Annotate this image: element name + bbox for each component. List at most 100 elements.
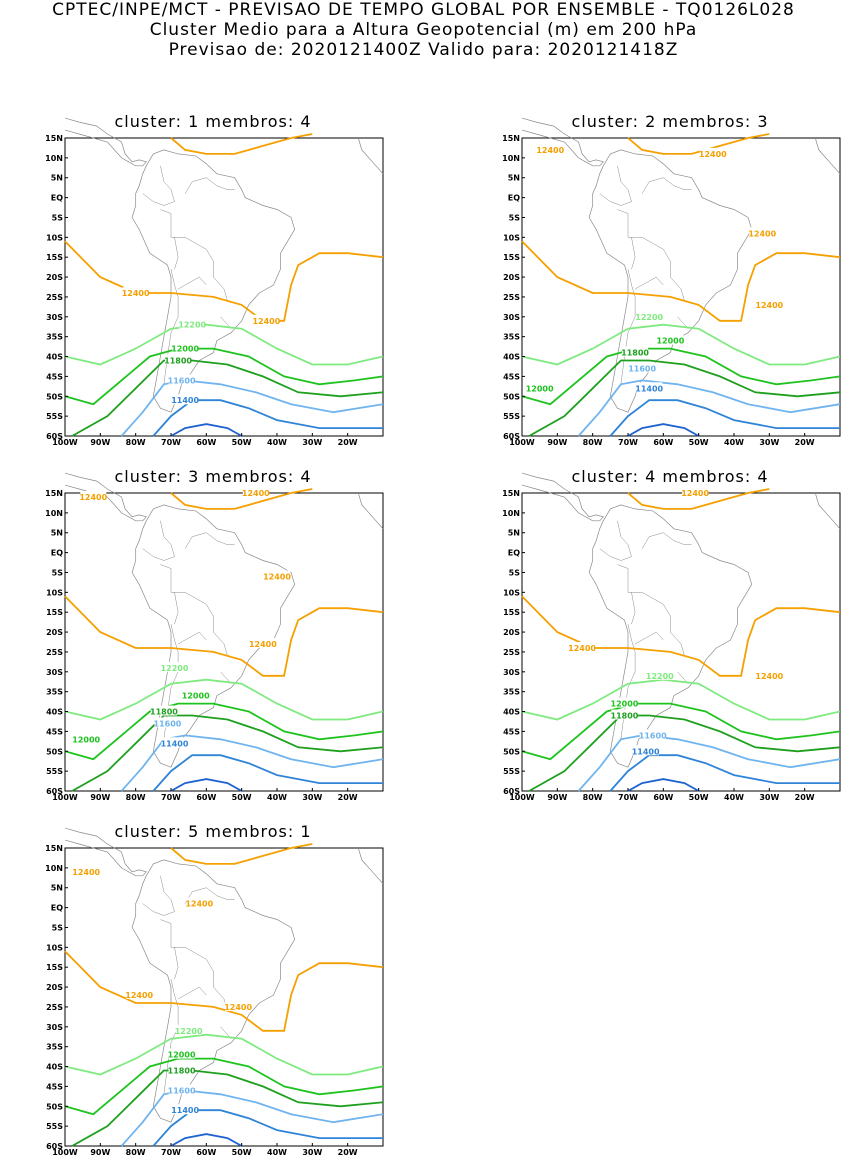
lat-tick-label: 5S <box>509 213 521 222</box>
contour-label: 12400 <box>568 644 596 653</box>
contour-11800 <box>72 1071 383 1147</box>
lat-tick-label: 10S <box>46 943 63 952</box>
contour-label: 12200 <box>646 672 674 681</box>
contour-layer <box>65 844 383 1146</box>
lat-tick-label: 30S <box>46 668 63 677</box>
lon-tick-label: 50W <box>232 438 252 447</box>
lat-tick-label: 20S <box>503 628 520 637</box>
lat-tick-label: 45S <box>503 727 520 736</box>
contour-12400 <box>65 596 383 676</box>
contour-label: 11600 <box>639 731 667 740</box>
lon-tick-label: 90W <box>547 438 567 447</box>
contour-label: 11400 <box>171 396 199 405</box>
contour-label: 12000 <box>72 735 100 744</box>
lon-tick-label: 30W <box>759 438 779 447</box>
contour-12200 <box>65 680 383 720</box>
contour-label: 12400 <box>79 493 107 502</box>
lat-tick-label: 40S <box>46 1063 63 1072</box>
lat-tick-label: 20S <box>46 628 63 637</box>
map-frame <box>65 493 383 791</box>
contour-label: 12400 <box>263 572 291 581</box>
lat-tick-label: 25S <box>503 648 520 657</box>
lon-tick-label: 20W <box>795 438 815 447</box>
contour-label: 12400 <box>125 991 153 1000</box>
lon-tick-label: 70W <box>161 793 181 802</box>
lat-tick-label: 5N <box>508 529 520 538</box>
map-frame <box>65 138 383 436</box>
contour-label: 12400 <box>755 672 783 681</box>
lat-tick-label: 40S <box>503 708 520 717</box>
lon-tick-label: 80W <box>126 1148 146 1157</box>
contour-11400 <box>610 400 840 436</box>
lat-tick-label: 15N <box>45 489 63 498</box>
contour-label: 12400 <box>249 640 277 649</box>
country-border <box>175 237 179 269</box>
map-plot: 15N10N5NEQ5S10S15S20S25S30S35S40S45S50S5… <box>43 490 383 790</box>
africa-coast <box>358 138 383 174</box>
africa-coast <box>815 493 840 529</box>
lon-tick-label: 20W <box>338 1148 358 1157</box>
country-border <box>632 237 636 269</box>
panel-title: cluster: 4 membros: 4 <box>500 467 840 486</box>
contour-label: 12000 <box>611 700 639 709</box>
country-border <box>143 166 175 206</box>
country-border <box>642 178 692 194</box>
contour-label: 12200 <box>175 1027 203 1036</box>
contour-layer <box>522 134 840 436</box>
lon-tick-label: 20W <box>338 438 358 447</box>
contour-12200 <box>65 1035 383 1075</box>
contour-label: 11400 <box>632 747 660 756</box>
lat-tick-label: 20S <box>46 273 63 282</box>
contour-11800 <box>529 361 840 437</box>
lon-tick-label: 90W <box>90 1148 110 1157</box>
lon-tick-label: 80W <box>583 438 603 447</box>
contour-label: 11800 <box>150 708 178 717</box>
contour-12400 <box>65 241 383 320</box>
contour-label: 11600 <box>168 1086 196 1095</box>
header-line-2: Cluster Medio para a Altura Geopotencial… <box>0 20 847 40</box>
contour-label: 11400 <box>171 1106 199 1115</box>
lat-tick-label: 20S <box>46 983 63 992</box>
map-frame <box>522 138 840 436</box>
contour-label: 12400 <box>536 146 564 155</box>
map-plot: 15N10N5NEQ5S10S15S20S25S30S35S40S45S50S5… <box>43 135 383 435</box>
south-america-coast <box>132 860 295 1122</box>
contour-11800 <box>529 716 840 792</box>
contour-label: 11400 <box>635 384 663 393</box>
contour-label: 11400 <box>161 739 189 748</box>
lon-tick-label: 90W <box>90 438 110 447</box>
lon-tick-label: 80W <box>583 793 603 802</box>
lon-tick-label: 100W <box>52 793 78 802</box>
lat-tick-label: 5S <box>52 213 64 222</box>
lat-tick-label: EQ <box>508 549 520 558</box>
contour-12400 <box>171 844 312 864</box>
contour-12200 <box>522 680 840 720</box>
lon-tick-label: 40W <box>267 793 287 802</box>
contour-label: 12200 <box>178 321 206 330</box>
lat-tick-label: 10N <box>45 154 63 163</box>
contour-label: 12400 <box>224 1003 252 1012</box>
lon-tick-label: 70W <box>618 793 638 802</box>
contour-12400 <box>522 241 840 320</box>
contour-11800 <box>72 361 383 437</box>
lon-tick-label: 30W <box>302 793 322 802</box>
lat-tick-label: 10N <box>45 864 63 873</box>
coastline-layer <box>65 118 383 412</box>
lat-tick-label: 10S <box>503 233 520 242</box>
lat-tick-label: 25S <box>503 293 520 302</box>
map-plot: 15N10N5NEQ5S10S15S20S25S30S35S40S45S50S5… <box>43 845 383 1145</box>
lat-tick-label: EQ <box>508 194 520 203</box>
contour-label: 12400 <box>681 489 709 498</box>
lat-tick-label: 15N <box>45 844 63 853</box>
lat-tick-label: EQ <box>51 549 63 558</box>
contour-label: 12000 <box>182 692 210 701</box>
lon-tick-label: 60W <box>196 1148 216 1157</box>
lat-tick-label: 50S <box>46 392 63 401</box>
lat-tick-label: 35S <box>503 688 520 697</box>
lat-tick-label: 10N <box>502 509 520 518</box>
lat-tick-label: 15N <box>502 134 520 143</box>
lat-tick-label: 25S <box>46 1003 63 1012</box>
south-america-coast <box>132 150 295 412</box>
lon-tick-label: 40W <box>724 438 744 447</box>
contour-11800 <box>72 716 383 792</box>
